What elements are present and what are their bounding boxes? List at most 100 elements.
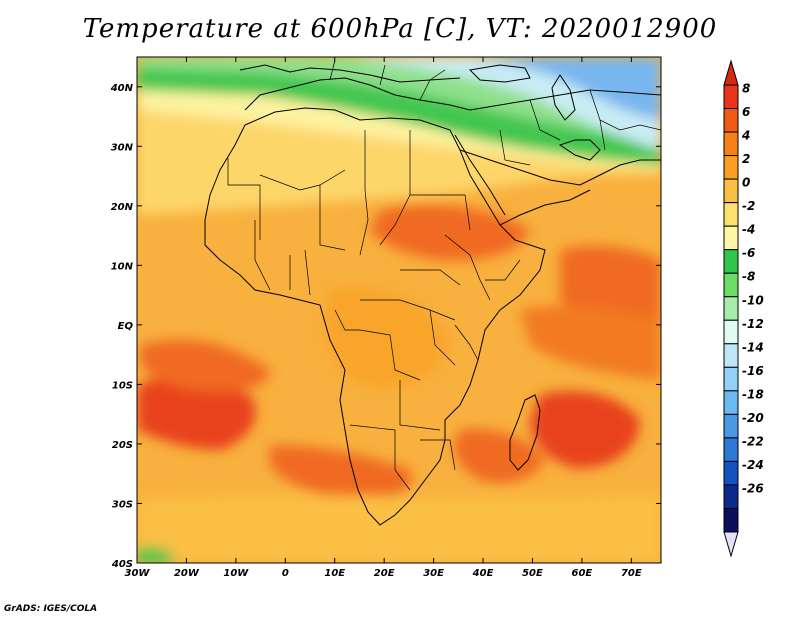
lon-tick-label: 30W [125, 568, 151, 579]
border-line [227, 158, 261, 240]
lat-tick-label: 10S [112, 380, 133, 391]
map-title: Temperature at 600hPa [C], VT: 202001290… [82, 14, 718, 44]
black-sea-coast [468, 64, 531, 83]
lon-tick-label: 20E [374, 568, 395, 579]
credit-label: GrADS: IGES/COLA [4, 604, 98, 614]
southern-yellow-edge [137, 495, 661, 563]
warm-indian-ocean [530, 391, 640, 469]
colorbar-bin [723, 507, 739, 533]
border-line [529, 99, 561, 141]
warm-south-atlantic-2 [140, 339, 270, 392]
colorbar-label: 2 [742, 152, 750, 166]
lat-tick-label: 40S [111, 559, 133, 570]
warm-equatorial-ocean [520, 305, 661, 380]
border-line [359, 329, 421, 381]
north-blue-band [470, 57, 661, 120]
border-line [349, 424, 411, 491]
border-line [589, 89, 661, 131]
colorbar-bin [723, 225, 739, 251]
colorbar-bin [723, 202, 739, 227]
mediterranean-north [239, 64, 461, 83]
border-line [399, 380, 441, 431]
lon-tick-label: 20W [174, 568, 200, 579]
border-line [379, 130, 411, 246]
warm-south-africa [270, 445, 412, 501]
border-line [499, 129, 531, 166]
colorbar-bin [723, 178, 739, 204]
temperature-field [137, 57, 661, 563]
colorbar-top-arrow [723, 59, 739, 86]
caspian-coast [551, 74, 576, 121]
lat-tick-label: 20S [112, 440, 133, 451]
colorbar-bin [723, 84, 739, 110]
colorbar-bin [723, 108, 739, 133]
lon-tick-label: 0 [282, 568, 289, 579]
colorbar-label: -20 [742, 411, 764, 425]
country-borders [227, 59, 661, 491]
border-line [400, 269, 461, 286]
colorbar-bin [723, 413, 739, 439]
border-line [429, 309, 456, 366]
colorbar-label: -4 [742, 223, 755, 237]
colorbar-bin [723, 272, 739, 298]
border-line [360, 299, 456, 321]
lon-tick-label: 70E [621, 568, 642, 579]
border-line [444, 234, 491, 301]
colorbar-bin [723, 484, 739, 509]
lon-tick-label: 10E [324, 568, 345, 579]
colorbar-label: -18 [742, 387, 764, 401]
warm-sahel [370, 205, 530, 261]
madagascar-coastline [509, 394, 541, 471]
colorbar-bin [723, 460, 739, 486]
colorbar-label: -6 [742, 246, 755, 260]
lat-tick-label: 20N [111, 202, 134, 213]
persian-gulf-coast [558, 139, 601, 161]
border-line [454, 324, 479, 361]
red-sea-coast [454, 134, 506, 216]
warm-south-atlantic [137, 377, 256, 450]
lat-tick-label: 10N [111, 261, 134, 272]
longitude-axis: 30W 20W 10W 0 10E 20E 30E 40E 50E 60E 70E [125, 57, 642, 579]
colorbar-bin [723, 249, 739, 274]
colorbar-bin [723, 437, 739, 462]
lat-tick-label: 30N [111, 142, 134, 153]
border-line [334, 309, 360, 331]
colorbar-label: -26 [742, 482, 764, 496]
lat-tick-label: EQ [118, 321, 134, 332]
africa-coastline [204, 107, 546, 526]
colorbar-label: 8 [742, 82, 750, 96]
border-line [419, 69, 446, 101]
colorbar-label: -14 [742, 340, 764, 354]
colorbar: 8 6 4 2 0 -2 -4 -6 -8 -10 -12 -14 -16 -18 -20 -22 -24 -26 [723, 59, 764, 558]
border-line [599, 119, 606, 151]
colorbar-bin [723, 319, 739, 345]
colorbar-label: -10 [742, 293, 764, 307]
lon-tick-label: 50E [522, 568, 543, 579]
border-line [319, 185, 346, 251]
colorbar-bin [723, 296, 739, 321]
lat-tick-label: 30S [112, 499, 133, 510]
colorbar-bin [723, 343, 739, 368]
warm-mozambique [453, 429, 545, 484]
border-line [379, 64, 386, 86]
colorbar-label: 4 [741, 129, 750, 143]
colorbar-label: -24 [742, 458, 764, 472]
arabia-coastline [459, 149, 661, 186]
border-line [485, 259, 521, 281]
colorbar-label: -8 [742, 270, 755, 284]
border-line [304, 249, 311, 296]
colorbar-bottom-arrow [723, 531, 739, 558]
border-line [420, 439, 456, 471]
colorbar-bin [723, 390, 739, 415]
colorbar-label: -22 [742, 434, 764, 448]
lat-tick-label: 40N [110, 83, 134, 94]
mid-land-central [324, 287, 450, 388]
colorbar-bin [723, 155, 739, 180]
lon-tick-label: 60E [572, 568, 593, 579]
colorbar-label: -16 [742, 364, 764, 378]
latitude-axis: 40N 30N 20N 10N EQ 10S 20S 30S 40S [110, 83, 661, 570]
border-line [410, 194, 471, 231]
border-line [329, 59, 336, 81]
colorbar-label: 0 [742, 176, 750, 190]
